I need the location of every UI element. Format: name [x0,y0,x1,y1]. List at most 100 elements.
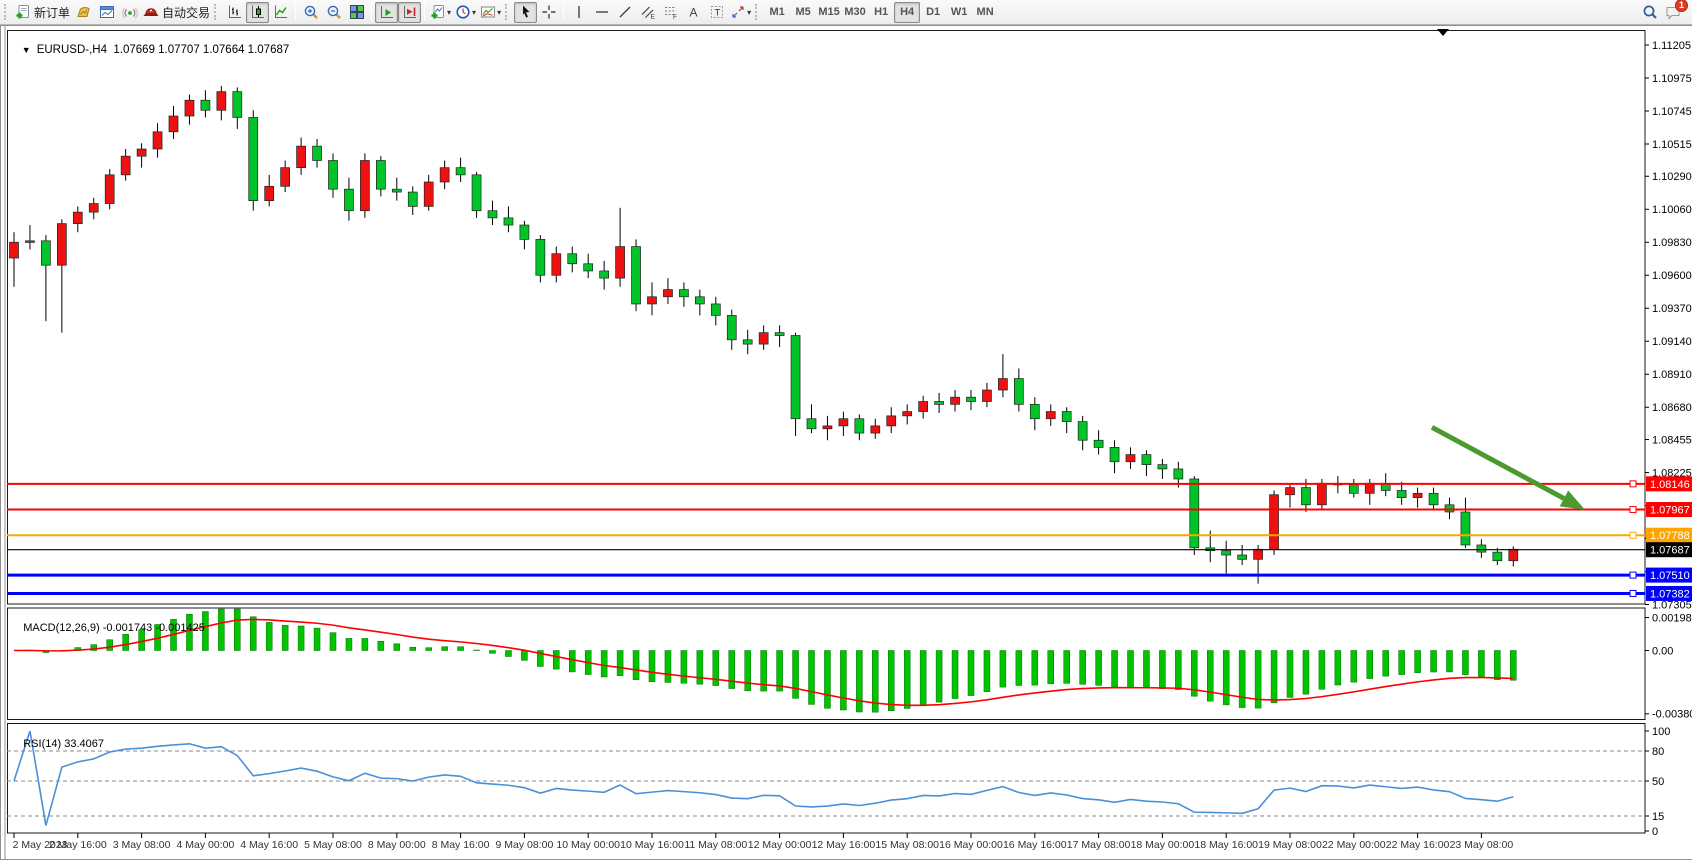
new-order-button[interactable]: 新订单 [13,2,72,23]
candle-body [774,332,785,336]
chart-shift-marker[interactable] [1437,29,1449,36]
timeframe-button-D1[interactable]: D1 [926,6,941,18]
macd-histogram-bar [457,646,464,651]
macd-histogram-bar [90,644,97,651]
svg-text:T: T [714,8,720,19]
candle-body [88,203,99,213]
toolbar-grip[interactable] [214,4,219,20]
macd-histogram-bar [1494,650,1501,680]
price-tag [1646,585,1692,601]
timeframe-button-M5[interactable]: M5 [795,6,811,18]
line-handle[interactable] [1629,506,1637,514]
timeframe-button-M1[interactable]: M1 [769,6,785,18]
text-button[interactable]: A [682,2,705,23]
bar-chart-button[interactable] [223,2,246,23]
candle-body [41,240,51,266]
chevron-down-icon[interactable]: ▾ [472,7,477,17]
periods-button[interactable]: ▾ [453,2,478,23]
candle-body [1476,544,1487,553]
chevron-down-icon[interactable]: ▾ [497,7,502,17]
macd-histogram-bar [1175,650,1182,690]
auto-scroll-button[interactable] [375,1,399,23]
candle-body [232,91,243,118]
timeframe-button-M15[interactable]: M15 [818,6,840,18]
timeframe-button-H1[interactable]: H1 [874,6,889,18]
price-tag-label: 1.07967 [1650,505,1690,517]
time-axis-label: 2 May 2023 [13,839,68,851]
zoom-out-button[interactable] [322,2,345,23]
timeframe-button-MN[interactable]: MN [976,6,994,18]
macd-signal-value: -0.001425 [155,622,205,634]
line-handle[interactable] [1629,531,1637,539]
price-chart[interactable]: 1.11205 1.10975 1.10745 1.10515 1.10290 1.100… [0,25,1692,862]
horizontal-level-line[interactable]: 1.07382 [7,585,1692,601]
trendline-button[interactable] [613,2,636,23]
rsi-panel[interactable]: 100 80 50 15 0 [7,726,1670,838]
candle-body [870,425,881,434]
toolbar-grip[interactable] [505,4,510,20]
toolbar-separator [371,3,373,21]
macd-histogram-bar [616,650,624,676]
line-chart-button[interactable] [269,2,292,23]
templates-button[interactable]: ▾ [478,2,503,23]
price-axis[interactable]: 1.11205 1.10975 1.10745 1.10515 1.10290 1.100… [1645,40,1692,612]
text-label-button[interactable]: T [705,2,728,23]
chart-shift-button[interactable] [398,1,422,23]
equidistant-channel-button[interactable]: E [636,2,659,23]
candlestick-plot[interactable] [9,85,1519,584]
cursor-button[interactable] [514,1,538,23]
signals-button[interactable] [118,2,141,23]
macd-histogram-bar [505,650,512,657]
candle-body [312,145,322,161]
toolbar-grip[interactable] [755,4,760,20]
trend-arrow-annotation[interactable] [1430,425,1586,510]
fibonacci-button[interactable]: F [659,2,682,23]
chevron-down-icon[interactable]: ▾ [747,7,752,17]
timeframe-button-H4[interactable]: H4 [894,1,921,23]
macd-histogram-bar [1207,650,1214,702]
chevron-down-icon[interactable]: ▾ [447,7,452,17]
candlestick-chart-button[interactable] [246,1,270,23]
candle-body [1173,468,1184,480]
profiles-button[interactable] [95,2,118,23]
main-toolbar: 新订单 自动交易 [0,0,1692,25]
macd-histogram-bar [1063,650,1070,684]
price-tag [1646,476,1692,492]
candle-body [806,418,817,430]
horizontal-level-line[interactable]: 1.08146 [7,476,1692,492]
horizontal-line-button[interactable] [590,2,613,23]
time-axis-label: 3 May 08:00 [113,839,171,851]
crosshair-button[interactable] [537,2,560,23]
line-handle[interactable] [1629,589,1637,597]
timeframe-button-W1[interactable]: W1 [950,6,968,18]
chevron-down-icon[interactable]: ▼ [21,45,31,55]
time-axis-label: 5 May 08:00 [304,839,362,851]
timeframe-button-M30[interactable]: M30 [844,6,866,18]
macd-histogram-bar [872,650,879,713]
time-axis-label: 18 May 16:00 [1194,839,1258,851]
search-button[interactable] [1638,2,1661,23]
autotrade-button[interactable]: 自动交易 [141,2,212,23]
toolbar-grip[interactable] [4,4,9,20]
time-axis-label: 17 May 08:00 [1067,839,1131,851]
line-handle[interactable] [1629,571,1637,579]
zoom-out-icon [327,5,341,19]
macd-histogram-bar [664,650,672,683]
rsi-axis-label: 0 [1652,826,1658,838]
tile-windows-button[interactable] [345,2,368,23]
line-handle[interactable] [1629,480,1637,488]
zoom-in-button[interactable] [299,2,322,23]
candle-body [264,185,275,202]
arrows-button[interactable]: ▾ [728,2,753,23]
vertical-line-button[interactable] [567,2,590,23]
horizontal-level-line[interactable]: 1.07967 [7,502,1692,518]
time-axis-label: 23 May 08:00 [1450,839,1514,851]
macd-panel[interactable]: 0.001982 0.00 -0.003804 [13,608,1692,721]
horizontal-level-line[interactable]: 1.07510 [7,567,1692,583]
macd-histogram-bar [537,650,544,667]
new-chart-button[interactable] [72,2,95,23]
notifications-button[interactable]: 1 [1661,0,1688,23]
horizontal-level-line[interactable]: 1.07788 [7,527,1692,543]
indicators-button[interactable]: ▾ [428,2,453,23]
